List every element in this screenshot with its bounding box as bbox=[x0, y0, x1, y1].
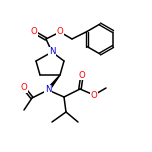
Text: O: O bbox=[57, 28, 63, 36]
Text: N: N bbox=[45, 85, 51, 95]
Text: N: N bbox=[49, 47, 55, 57]
Text: O: O bbox=[79, 71, 85, 79]
Text: O: O bbox=[91, 90, 97, 100]
Text: O: O bbox=[21, 83, 27, 93]
Polygon shape bbox=[47, 75, 60, 91]
Text: O: O bbox=[31, 28, 37, 36]
